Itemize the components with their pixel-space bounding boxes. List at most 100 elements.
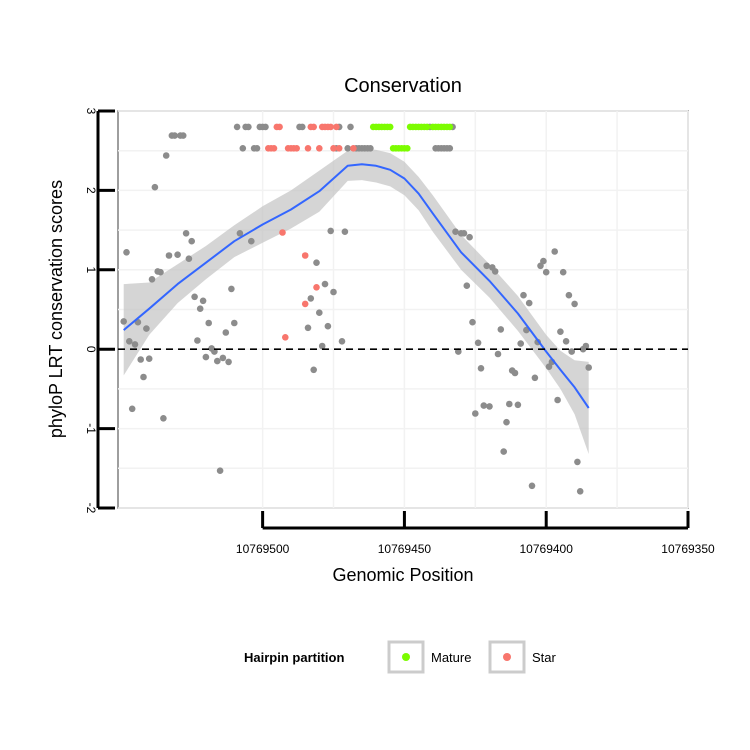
point-other xyxy=(574,458,581,466)
confidence-band xyxy=(123,148,589,455)
point-other xyxy=(199,297,207,305)
point-other xyxy=(506,400,513,408)
point-other xyxy=(126,338,133,345)
point-other xyxy=(486,403,493,410)
point-mature xyxy=(423,123,431,131)
point-star xyxy=(282,334,289,341)
point-other xyxy=(330,288,337,296)
point-other xyxy=(216,467,224,475)
point-other xyxy=(191,293,198,301)
point-other xyxy=(182,230,190,237)
point-other xyxy=(341,228,349,235)
point-other xyxy=(542,268,550,276)
point-other xyxy=(318,342,326,350)
point-other xyxy=(446,145,454,152)
y-tick-label: -1 xyxy=(84,423,98,434)
point-other xyxy=(494,350,502,358)
legend-key-star xyxy=(503,653,511,661)
point-other xyxy=(472,410,479,417)
point-other xyxy=(571,300,578,308)
point-other xyxy=(160,415,167,422)
axes-group: -2 -1 0 1 2 3 10769500 10769450 10769400 10769350 xyxy=(84,108,715,556)
y-tick-label: 0 xyxy=(84,346,98,353)
point-other xyxy=(514,401,522,409)
point-other xyxy=(219,354,227,362)
point-other xyxy=(162,152,170,159)
point-other xyxy=(179,132,187,139)
point-other xyxy=(582,342,590,350)
point-other xyxy=(517,340,524,347)
point-other xyxy=(185,255,193,262)
y-tick-label: 3 xyxy=(84,108,98,115)
point-other xyxy=(540,257,547,265)
point-other xyxy=(477,365,485,372)
point-star xyxy=(330,145,337,152)
point-other xyxy=(231,319,238,327)
point-other xyxy=(262,123,269,131)
point-other xyxy=(585,364,592,371)
x-axis-title: Genomic Position xyxy=(332,565,473,585)
point-other xyxy=(469,318,476,326)
point-mature xyxy=(386,123,394,131)
point-star xyxy=(333,123,340,131)
point-other xyxy=(568,348,575,355)
point-star xyxy=(327,123,335,131)
point-other xyxy=(313,259,320,267)
point-other xyxy=(347,123,354,131)
point-other xyxy=(463,282,471,290)
point-other xyxy=(551,248,558,255)
x-tick-label: 10769350 xyxy=(661,542,715,556)
point-other xyxy=(202,353,210,361)
point-other xyxy=(196,305,204,313)
point-other xyxy=(452,228,459,235)
point-other xyxy=(174,251,181,258)
point-other xyxy=(239,145,247,152)
legend: Hairpin partition Mature Star xyxy=(244,640,557,674)
point-star xyxy=(313,284,320,291)
point-other xyxy=(233,123,241,131)
point-star xyxy=(335,145,343,152)
point-other xyxy=(120,318,127,325)
point-star xyxy=(350,145,357,152)
smooth-line xyxy=(123,163,590,409)
point-other xyxy=(474,339,482,347)
points-group xyxy=(120,123,592,495)
point-other xyxy=(500,448,508,455)
point-other xyxy=(228,285,235,293)
point-mature xyxy=(446,123,454,131)
point-other xyxy=(316,309,323,317)
x-tick-label: 10769450 xyxy=(378,542,432,556)
y-tick-label: 2 xyxy=(84,187,98,194)
point-other xyxy=(562,338,570,345)
point-other xyxy=(157,268,164,276)
point-other xyxy=(327,227,335,235)
point-other xyxy=(321,280,329,288)
point-other xyxy=(559,268,567,276)
point-other xyxy=(248,237,255,245)
point-other xyxy=(466,233,473,241)
y-tick-label: 1 xyxy=(84,266,98,273)
point-other xyxy=(528,482,536,490)
point-star xyxy=(276,123,283,131)
point-other xyxy=(236,230,244,237)
point-other xyxy=(491,268,499,275)
point-other xyxy=(137,356,144,363)
x-tick-label: 10769400 xyxy=(520,542,574,556)
point-other xyxy=(460,230,468,237)
point-other xyxy=(576,488,584,495)
point-other xyxy=(525,299,533,307)
point-other xyxy=(225,358,232,366)
point-other xyxy=(503,418,510,426)
point-star xyxy=(310,123,318,131)
point-other xyxy=(324,322,332,330)
legend-label-star: Star xyxy=(532,650,557,665)
point-other xyxy=(520,291,527,299)
point-other xyxy=(131,341,139,348)
point-other xyxy=(151,183,159,191)
point-other xyxy=(165,252,173,259)
point-other xyxy=(554,396,561,404)
legend-label-mature: Mature xyxy=(431,650,471,665)
point-other xyxy=(299,123,306,131)
x-tick-label: 10769500 xyxy=(236,542,290,556)
